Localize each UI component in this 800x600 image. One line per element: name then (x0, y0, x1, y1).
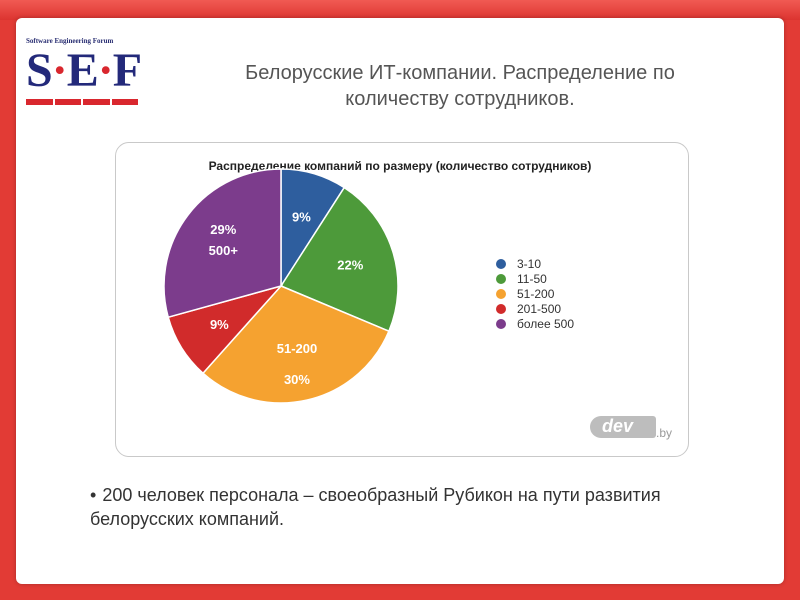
dev-by-watermark: dev .by (590, 414, 680, 444)
logo-dot: · (97, 44, 114, 97)
bullet-text: 200 человек персонала – своеобразный Руб… (90, 485, 661, 529)
legend-swatch-1 (496, 274, 506, 284)
pie-slice-4 (163, 168, 282, 319)
legend-swatch-2 (496, 289, 506, 299)
pie-value-label-0: 9% (292, 209, 311, 224)
logo-letter-e: E (66, 44, 99, 97)
pie-slice-2 (201, 285, 390, 404)
logo-dot: · (51, 44, 68, 97)
pie-value-label-2: 30% (284, 372, 310, 387)
pie-value-label-3: 9% (210, 317, 229, 332)
legend-label-0: 3-10 (517, 257, 541, 271)
watermark-suffix: .by (656, 426, 673, 440)
logo-bars (26, 99, 138, 105)
sef-logo: Software Engineering Forum S·E·F (26, 37, 142, 109)
logo-letter-f: F (112, 44, 142, 97)
watermark-text: dev (602, 416, 634, 436)
legend-label-2: 51-200 (517, 287, 555, 301)
pie-value-label-4: 29% (210, 222, 236, 237)
legend-swatch-0 (496, 259, 506, 269)
legend-swatch-3 (496, 304, 506, 314)
bullet-marker: • (90, 485, 97, 505)
logo-wordmark: S·E·F (26, 44, 142, 97)
pie-value-label-1: 22% (337, 257, 363, 272)
chart-title: Распределение компаний по размеру (колич… (209, 159, 592, 173)
logo-letter-s: S (26, 44, 53, 97)
logo-caption: Software Engineering Forum (26, 37, 114, 45)
legend-label-1: 11-50 (517, 272, 547, 286)
slide-title: Белорусские ИТ-компании. Распределение п… (245, 62, 675, 110)
watermark-badge (590, 416, 656, 438)
pie-slice-1 (279, 186, 399, 333)
pie-inner-label-2: 51-200 (277, 341, 317, 356)
legend-swatch-4 (496, 319, 506, 329)
slide-frame-top (0, 0, 800, 20)
legend-label-3: 201-500 (517, 302, 561, 316)
pie-inner-label-4: 500+ (209, 243, 239, 258)
legend-label-4: более 500 (517, 317, 574, 331)
pie-chart: Распределение компаний по размеру (колич… (163, 159, 592, 404)
bullet-point: • 200 человек персонала – своеобразный Ру… (90, 483, 690, 531)
